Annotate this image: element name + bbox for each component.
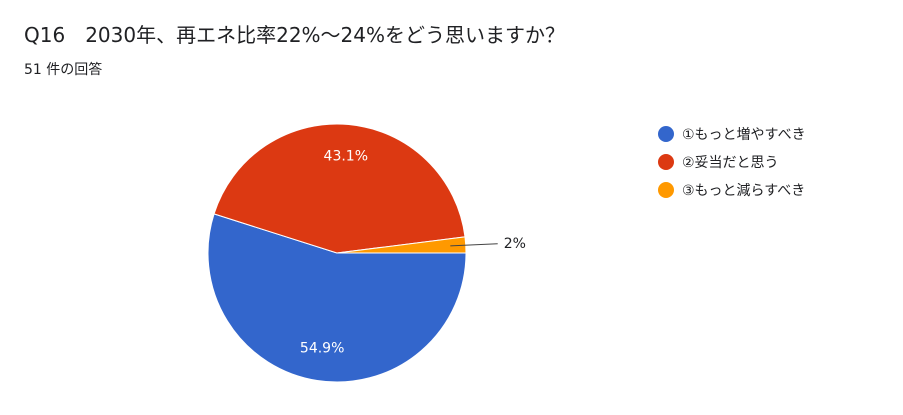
legend-item[interactable]: ③もっと減らすべき (658, 176, 806, 204)
slice-label: 2% (504, 236, 526, 252)
pie-slice[interactable] (207, 213, 467, 383)
legend-swatch (658, 126, 674, 142)
slice-label: 54.9% (300, 341, 344, 357)
question-title: Q16 2030年、再エネ比率22%〜24%をどう思いますか？ (24, 23, 565, 47)
legend-item[interactable]: ①もっと増やすべき (658, 120, 806, 148)
pie-slice[interactable] (213, 123, 466, 254)
legend-label: ①もっと増やすべき (682, 127, 806, 143)
chart-legend: ①もっと増やすべき ②妥当だと思う ③もっと減らすべき (658, 120, 806, 204)
legend-swatch (658, 154, 674, 170)
legend-item[interactable]: ②妥当だと思う (658, 148, 806, 176)
legend-label: ③もっと減らすべき (682, 183, 806, 199)
response-count: 51 件の回答 (24, 62, 103, 78)
slice-label: 43.1% (324, 149, 368, 165)
leader-line (450, 243, 498, 247)
legend-label: ②妥当だと思う (682, 155, 779, 171)
legend-swatch (658, 182, 674, 198)
